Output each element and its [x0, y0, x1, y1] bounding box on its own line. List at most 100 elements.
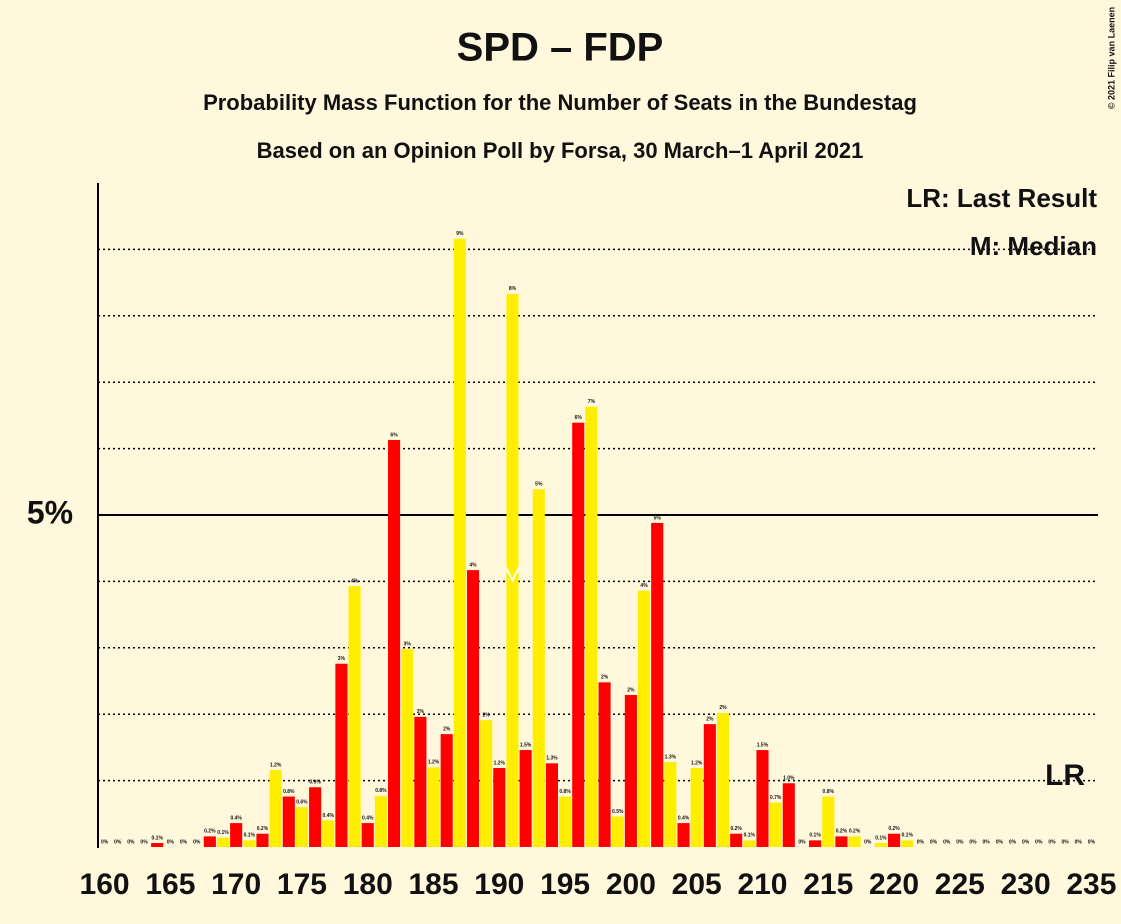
bar: [651, 522, 664, 847]
copyright: © 2021 Filip van Laenen: [1106, 7, 1116, 109]
value-label: 0.4%: [323, 813, 335, 819]
value-label: 1.3%: [546, 756, 558, 762]
value-label: 1.5%: [520, 742, 532, 748]
bar: [230, 823, 243, 847]
bar: [493, 767, 506, 847]
bar: [466, 570, 480, 847]
value-label: 0.9%: [309, 780, 321, 786]
value-label: 0.1%: [744, 833, 756, 839]
bar: [835, 836, 848, 847]
value-label: 0.1%: [902, 833, 914, 839]
bar: [809, 840, 822, 847]
bar: [506, 293, 519, 847]
bar: [611, 816, 624, 847]
bar: [243, 840, 256, 847]
bar: [401, 649, 414, 847]
bar: [322, 820, 335, 847]
chart-subtitle: Based on an Opinion Poll by Forsa, 30 Ma…: [257, 138, 864, 163]
bar: [730, 833, 743, 847]
bar: [269, 769, 282, 847]
bar: [388, 439, 401, 847]
legend-entry: M: Median: [970, 231, 1097, 261]
value-label: 0%: [798, 839, 806, 845]
value-label: 2%: [417, 709, 425, 715]
value-label: 0.2%: [730, 826, 742, 832]
bar: [309, 787, 322, 847]
value-label: 0%: [1022, 839, 1030, 845]
value-label: 0.5%: [612, 809, 624, 815]
bar: [888, 833, 901, 847]
value-label: 6%: [575, 415, 583, 421]
bar: [769, 802, 782, 847]
bar: [716, 712, 730, 847]
chart-subtitle: Probability Mass Function for the Number…: [203, 90, 917, 115]
value-label: 5%: [654, 515, 662, 521]
value-label: 0%: [180, 839, 188, 845]
value-label: 0.2%: [204, 829, 216, 835]
x-tick-label: 215: [803, 868, 853, 901]
value-label: 3%: [338, 656, 346, 662]
bar: [532, 489, 545, 847]
bar: [282, 796, 295, 847]
value-label: 0.2%: [836, 829, 848, 835]
value-label: 0%: [127, 839, 135, 845]
bar: [440, 734, 453, 847]
value-label: 2%: [706, 716, 714, 722]
x-tick-label: 185: [408, 868, 458, 901]
value-label: 0.4%: [678, 815, 690, 821]
bar: [598, 682, 611, 847]
bar: [690, 767, 703, 847]
value-label: 0%: [996, 839, 1004, 845]
median-marker: [504, 566, 521, 583]
value-label: 0%: [943, 839, 951, 845]
bar: [216, 837, 230, 847]
value-label: 0%: [956, 839, 964, 845]
bar: [348, 586, 361, 847]
value-label: 0.4%: [230, 815, 242, 821]
value-label: 0.1%: [244, 833, 256, 839]
value-label: 0.8%: [375, 788, 387, 794]
x-tick-label: 230: [1001, 868, 1051, 901]
value-label: 0%: [930, 839, 938, 845]
value-label: 0%: [1075, 839, 1083, 845]
x-tick-label: 210: [737, 868, 787, 901]
value-label: 2%: [601, 675, 609, 681]
x-tick-label: 205: [672, 868, 722, 901]
value-label: 0%: [1048, 839, 1056, 845]
bar: [151, 843, 164, 847]
value-label: 0%: [917, 839, 925, 845]
bar: [374, 795, 387, 847]
value-label: 0%: [167, 839, 175, 845]
value-label: 2%: [719, 705, 727, 711]
bar: [361, 823, 374, 847]
bar: [203, 836, 216, 847]
value-label: 0%: [101, 839, 109, 845]
value-label: 0.8%: [283, 789, 295, 795]
value-label: 0.2%: [257, 826, 269, 832]
value-label: 0%: [140, 839, 148, 845]
value-label: 0%: [193, 839, 201, 845]
value-label: 1.2%: [691, 760, 703, 766]
x-tick-label: 180: [343, 868, 393, 901]
bar: [559, 796, 572, 847]
value-label: 0%: [1088, 839, 1096, 845]
bar: [295, 807, 308, 847]
x-tick-label: 165: [145, 868, 195, 901]
bar: [901, 840, 914, 847]
value-label: 0.1%: [875, 835, 887, 841]
bar: [572, 422, 585, 847]
legend-entry: LR: Last Result: [906, 183, 1097, 213]
value-label: 0.8%: [823, 789, 835, 795]
bar: [519, 750, 532, 847]
bar: [782, 783, 795, 847]
value-label: 0%: [114, 839, 122, 845]
bar: [664, 762, 677, 847]
x-tick-label: 200: [606, 868, 656, 901]
value-label: 0%: [1061, 839, 1069, 845]
value-label: 0.8%: [559, 789, 571, 795]
x-tick-label: 175: [277, 868, 327, 901]
value-label: 0.2%: [849, 829, 861, 835]
bar: [756, 750, 769, 847]
bar: [822, 796, 835, 847]
